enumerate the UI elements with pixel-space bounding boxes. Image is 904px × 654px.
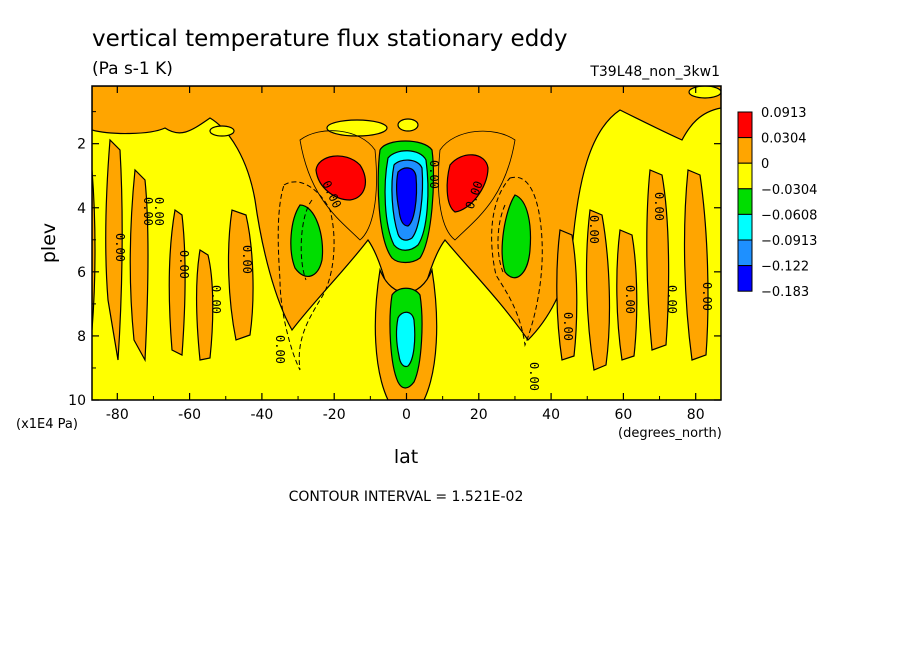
contour-label: 0.00	[587, 215, 601, 244]
legend-level-label: 0.0913	[761, 106, 807, 121]
contour-label: 0.00	[273, 335, 287, 364]
x-tick-label: -80	[106, 407, 129, 423]
sh-outer-dashed	[300, 199, 313, 281]
legend-swatch	[737, 265, 753, 292]
contour-label: 0.00	[652, 192, 666, 221]
sh-green-lobe	[290, 204, 324, 277]
legend-swatch	[737, 162, 753, 190]
legend-swatch	[737, 239, 753, 267]
contour-label: 0.00	[527, 362, 541, 391]
contour-label: 0.00	[177, 250, 191, 279]
nh-strip-c	[616, 229, 638, 361]
x-axis-title: lat	[394, 446, 418, 468]
contour-label: 0.00	[141, 197, 155, 226]
x-tick-label: 80	[687, 407, 705, 423]
top-island-small	[397, 118, 419, 132]
cold-core-regions	[384, 150, 429, 368]
sh-red-max	[315, 155, 367, 201]
nh-strip-d	[646, 169, 670, 351]
x-tick-label: 0	[402, 407, 411, 423]
legend-level-label: −0.122	[761, 260, 809, 275]
chart-title: vertical temperature flux stationary edd…	[92, 26, 568, 52]
legend-level-label: 0	[761, 157, 769, 172]
color-legend: 0.0913 0.0304 0 −0.0304 −0.0608 −0.0913 −0.122…	[737, 106, 817, 300]
x-tick-label: -20	[323, 407, 346, 423]
contour-label: 0.00	[623, 285, 637, 314]
contour-label: 0.00	[240, 245, 254, 274]
chart-subtitle: (Pa s-1 K)	[92, 59, 173, 79]
y-axis: 2 4 6 8 10	[68, 111, 721, 409]
y-tick-label: 8	[77, 329, 86, 345]
y-axis-title: plev	[38, 223, 60, 263]
sh-strip-e	[227, 209, 254, 341]
x-tick-label: 20	[470, 407, 488, 423]
upper-core-deep-blue	[396, 167, 418, 227]
lower-core-cyan	[396, 311, 416, 368]
nh-green-lobe	[501, 194, 532, 279]
contour-label: 0.00	[113, 233, 127, 262]
contour-label: 0.00	[209, 285, 223, 314]
nh-strip-e	[683, 169, 709, 361]
y-unit-label: (x1E4 Pa)	[16, 417, 78, 432]
legend-swatch	[737, 213, 753, 241]
plot-area: 0.00 0.00 0.00 0.00 0.00 0.00 0.00 0.00 …	[92, 86, 721, 400]
y-tick-label: 2	[77, 137, 86, 153]
top-island-right	[688, 86, 721, 99]
sh-arch-contour	[299, 130, 377, 241]
y-tick-label: 10	[68, 393, 86, 409]
contour-label: 0.00	[561, 312, 575, 341]
x-tick-label: -60	[178, 407, 201, 423]
legend-level-label: 0.0304	[761, 132, 807, 147]
nh-strip-b	[585, 209, 611, 371]
legend-level-label: −0.183	[761, 285, 809, 300]
sh-strip-d	[196, 249, 214, 361]
nh-arch-contour	[437, 130, 516, 241]
legend-swatch	[737, 188, 753, 215]
contour-interval-text: CONTOUR INTERVAL = 1.521E-02	[289, 489, 524, 505]
run-label: T39L48_non_3kw1	[589, 64, 720, 80]
sh-strip-a	[105, 138, 123, 361]
contour-label: 0.00	[427, 160, 441, 189]
positive-contours	[299, 130, 516, 241]
y-tick-label: 4	[77, 201, 86, 217]
top-island-center	[326, 119, 388, 137]
contour-label: 0.00	[665, 285, 679, 314]
y-tick-label: 6	[77, 265, 86, 281]
legend-level-label: −0.0913	[761, 234, 817, 249]
contour-label: 0.00	[152, 197, 166, 226]
nh-dashed-ring	[491, 176, 543, 347]
nh-outer-dashed	[497, 204, 506, 273]
sh-strip-b	[129, 168, 149, 363]
x-tick-label: -40	[250, 407, 273, 423]
x-unit-label: (degrees_north)	[618, 426, 722, 441]
red-regions	[315, 154, 489, 213]
x-axis: -80 -60 -40 -20 0 20 40 60 80	[106, 86, 705, 423]
x-tick-label: 60	[614, 407, 632, 423]
yellow-islands	[209, 86, 721, 137]
contour-label: 0.00	[700, 282, 714, 311]
top-island-left	[209, 125, 235, 137]
legend-swatch	[737, 137, 753, 164]
legend-level-label: −0.0608	[761, 208, 817, 223]
nh-strip-a	[556, 229, 578, 361]
nh-red-max	[446, 154, 489, 213]
legend-level-label: −0.0304	[761, 183, 817, 198]
legend-swatch	[737, 111, 753, 139]
x-tick-label: 40	[542, 407, 560, 423]
sh-strip-c	[168, 208, 186, 356]
